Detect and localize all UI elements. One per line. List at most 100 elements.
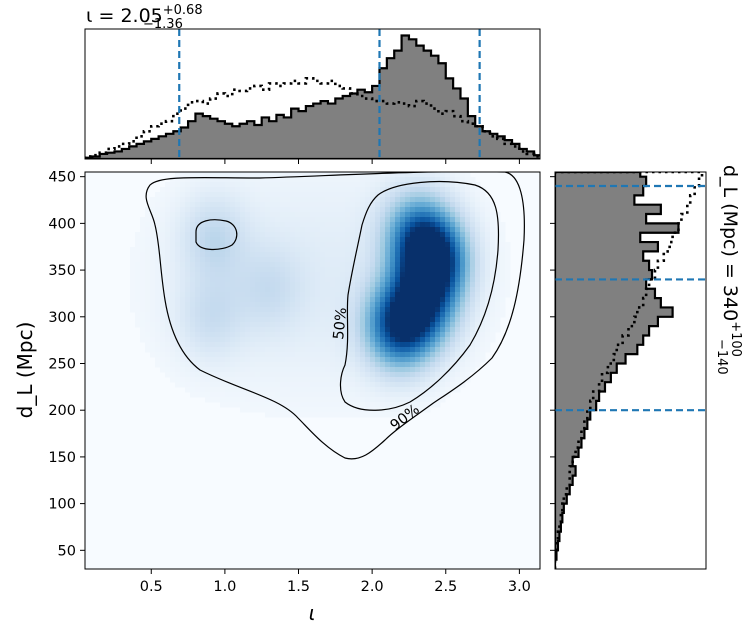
density-cell	[230, 237, 236, 243]
density-cell	[270, 332, 276, 338]
density-cell	[210, 367, 216, 373]
density-cell	[290, 227, 296, 233]
density-cell	[265, 237, 271, 243]
density-cell	[260, 362, 266, 368]
density-cell	[380, 367, 386, 373]
density-cell	[310, 182, 316, 188]
density-cell	[265, 302, 271, 308]
density-cell	[200, 337, 206, 343]
density-cell	[270, 237, 276, 243]
density-cell	[360, 222, 366, 228]
density-cell	[440, 377, 446, 383]
density-cell	[155, 357, 161, 363]
density-cell	[310, 257, 316, 263]
density-cell	[345, 232, 351, 238]
density-cell	[425, 362, 431, 368]
density-cell	[255, 307, 261, 313]
density-cell	[445, 227, 451, 233]
density-cell	[150, 282, 156, 288]
density-cell	[195, 207, 201, 213]
density-cell	[470, 217, 476, 223]
density-cell	[380, 247, 386, 253]
density-cell	[410, 407, 416, 413]
density-cell	[325, 282, 331, 288]
density-cell	[185, 307, 191, 313]
density-cell	[280, 222, 286, 228]
density-cell	[285, 202, 291, 208]
density-cell	[290, 397, 296, 403]
density-cell	[260, 352, 266, 358]
density-cell	[145, 237, 151, 243]
density-cell	[180, 182, 186, 188]
density-cell	[160, 307, 166, 313]
density-cell	[320, 267, 326, 273]
density-cell	[310, 332, 316, 338]
density-cell	[245, 367, 251, 373]
density-cell	[350, 322, 356, 328]
density-cell	[135, 247, 141, 253]
density-cell	[175, 257, 181, 263]
density-cell	[340, 202, 346, 208]
density-cell	[445, 352, 451, 358]
density-cell	[255, 272, 261, 278]
density-cell	[450, 177, 456, 183]
density-cell	[150, 292, 156, 298]
density-cell	[210, 347, 216, 353]
density-cell	[285, 327, 291, 333]
density-cell	[245, 327, 251, 333]
density-cell	[185, 287, 191, 293]
density-cell	[280, 307, 286, 313]
density-cell	[390, 307, 396, 313]
density-cell	[340, 232, 346, 238]
density-cell	[275, 232, 281, 238]
density-cell	[340, 377, 346, 383]
density-cell	[155, 267, 161, 273]
density-cell	[185, 347, 191, 353]
density-cell	[460, 282, 466, 288]
density-cell	[300, 292, 306, 298]
density-cell	[420, 382, 426, 388]
density-cell	[250, 227, 256, 233]
density-cell	[235, 282, 241, 288]
density-cell	[385, 252, 391, 258]
density-cell	[415, 402, 421, 408]
density-cell	[440, 262, 446, 268]
density-cell	[200, 182, 206, 188]
density-cell	[405, 307, 411, 313]
density-cell	[355, 367, 361, 373]
density-cell	[280, 412, 286, 418]
density-cell	[220, 382, 226, 388]
density-cell	[160, 267, 166, 273]
density-cell	[315, 347, 321, 353]
density-cell	[235, 302, 241, 308]
density-cell	[195, 382, 201, 388]
density-cell	[290, 302, 296, 308]
density-cell	[260, 387, 266, 393]
density-cell	[355, 227, 361, 233]
density-cell	[205, 182, 211, 188]
density-cell	[335, 307, 341, 313]
density-cell	[285, 267, 291, 273]
density-cell	[255, 182, 261, 188]
density-cell	[215, 297, 221, 303]
density-cell	[170, 177, 176, 183]
density-cell	[475, 347, 481, 353]
density-cell	[305, 192, 311, 198]
density-cell	[170, 197, 176, 203]
density-cell	[405, 247, 411, 253]
density-cell	[290, 207, 296, 213]
density-cell	[200, 212, 206, 218]
density-cell	[300, 407, 306, 413]
density-cell	[160, 237, 166, 243]
density-cell	[300, 177, 306, 183]
density-cell	[420, 397, 426, 403]
density-cell	[250, 337, 256, 343]
density-cell	[430, 357, 436, 363]
density-cell	[385, 182, 391, 188]
density-cell	[420, 277, 426, 283]
density-cell	[310, 337, 316, 343]
density-cell	[385, 372, 391, 378]
density-cell	[360, 372, 366, 378]
density-cell	[470, 322, 476, 328]
density-cell	[370, 212, 376, 218]
